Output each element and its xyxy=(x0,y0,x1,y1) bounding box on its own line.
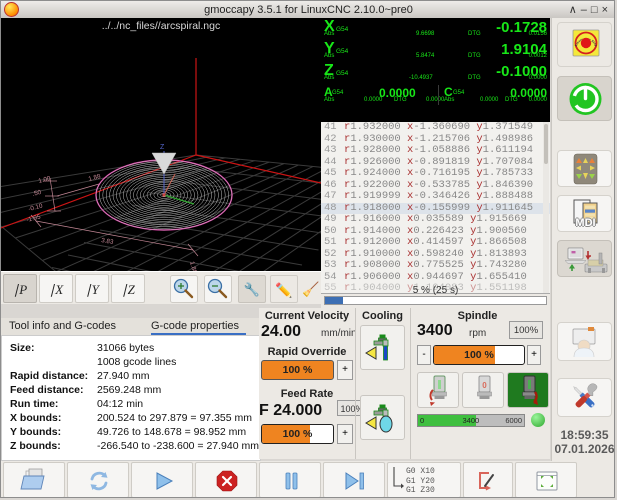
svg-text:1.88: 1.88 xyxy=(88,173,102,183)
svg-text:0: 0 xyxy=(482,381,487,390)
svg-text:-1.95: -1.95 xyxy=(26,213,42,224)
svg-text:1.00: 1.00 xyxy=(38,175,52,185)
svg-text:.50: .50 xyxy=(32,189,43,198)
svg-text:Z: Z xyxy=(160,144,165,151)
svg-text:3.83: 3.83 xyxy=(101,237,115,246)
svg-text:-0.10: -0.10 xyxy=(28,202,44,213)
